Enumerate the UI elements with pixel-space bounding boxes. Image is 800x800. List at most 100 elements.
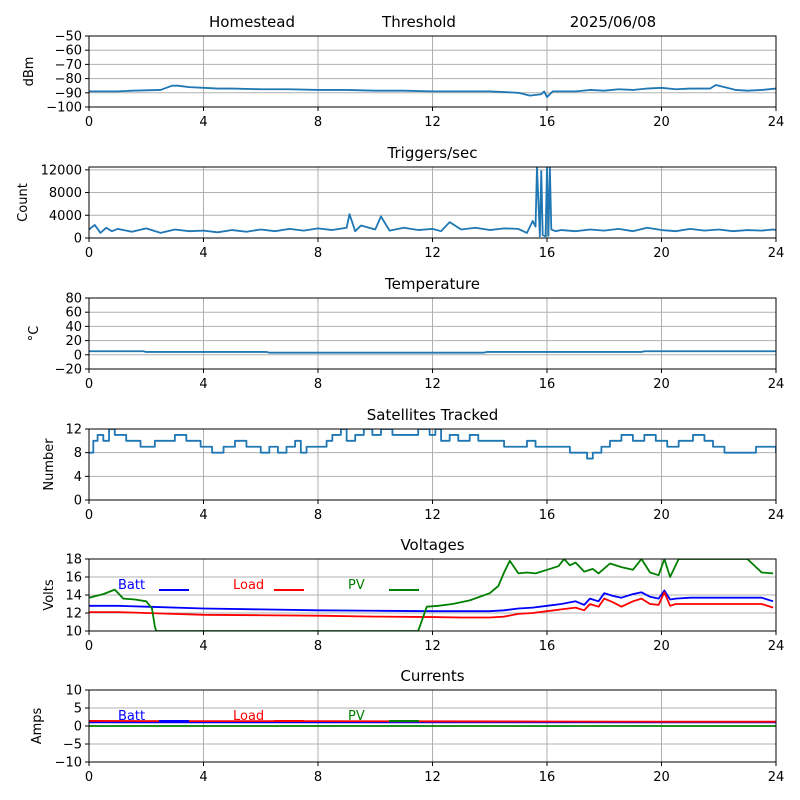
- y-axis-label: Volts: [42, 579, 57, 611]
- x-tick-label: 20: [653, 508, 670, 523]
- panel-currents: 0 4 8 12 16 20 24 −10 −5 0 5 10 Currents Amps Batt Load…: [30, 667, 784, 785]
- y-tick-label: 0: [74, 348, 82, 363]
- y-tick-label: 8: [74, 446, 82, 461]
- mode-name: Threshold: [381, 13, 456, 31]
- x-tick-label: 4: [199, 246, 207, 261]
- x-tick-label: 0: [85, 115, 93, 130]
- y-tick-label: −50: [55, 30, 82, 45]
- series-group: [89, 350, 776, 354]
- legend: Batt Load PV: [118, 578, 419, 593]
- legend: Batt Load PV: [118, 709, 419, 724]
- series-line-load: [89, 720, 776, 723]
- y-tick-label: −70: [55, 58, 82, 73]
- panel-title: Temperature: [384, 275, 480, 293]
- y-axis-label: Amps: [30, 707, 45, 744]
- x-tick-label: 12: [424, 246, 441, 261]
- x-tick-label: 8: [314, 770, 322, 785]
- panel-title: Triggers/sec: [387, 144, 478, 162]
- x-tick-label: 4: [199, 377, 207, 392]
- series-group: [89, 720, 776, 727]
- panel-threshold: 0 4 8 12 16 20 24 −100−90−80−70−60−50 dBm: [22, 30, 784, 131]
- y-tick-label: 4: [74, 470, 82, 485]
- x-tick-label: 0: [85, 246, 93, 261]
- series-line: [89, 167, 776, 238]
- x-tick-label: 4: [199, 639, 207, 654]
- series-group: [89, 429, 776, 460]
- y-tick-label: −20: [55, 363, 82, 378]
- y-tick-label: 12000: [41, 163, 82, 178]
- y-tick-label: 18: [65, 553, 82, 568]
- station-name: Homestead: [209, 13, 295, 31]
- x-tick-label: 24: [768, 246, 785, 261]
- x-tick-label: 24: [768, 115, 785, 130]
- y-axis-label: dBm: [22, 57, 37, 87]
- y-tick-label: 12: [65, 423, 82, 438]
- x-tick-label: 0: [85, 770, 93, 785]
- x-tick-label: 16: [539, 639, 556, 654]
- x-tick-label: 16: [539, 115, 556, 130]
- x-tick-label: 12: [424, 508, 441, 523]
- legend-label-load: Load: [233, 709, 264, 724]
- y-tick-label: 10: [65, 625, 82, 640]
- x-tick-label: 12: [424, 377, 441, 392]
- x-tick-label: 0: [85, 639, 93, 654]
- y-tick-label: 12: [65, 607, 82, 622]
- y-tick-label: −100: [46, 101, 82, 116]
- y-tick-label: 4000: [49, 209, 82, 224]
- y-tick-label: 10: [65, 684, 82, 699]
- x-tick-label: 16: [539, 770, 556, 785]
- y-tick-label: 8000: [49, 186, 82, 201]
- series-line-batt: [89, 589, 774, 613]
- legend-label-batt: Batt: [118, 709, 145, 724]
- x-tick-label: 24: [768, 508, 785, 523]
- y-tick-label: 16: [65, 571, 82, 586]
- legend-label-load: Load: [233, 578, 264, 593]
- y-tick-label: 0: [74, 232, 82, 247]
- x-tick-label: 24: [768, 377, 785, 392]
- y-tick-label: 80: [65, 292, 82, 307]
- x-tick-label: 16: [539, 246, 556, 261]
- y-tick-label: 0: [74, 494, 82, 509]
- x-tick-label: 0: [85, 377, 93, 392]
- x-tick-label: 4: [199, 508, 207, 523]
- x-tick-label: 8: [314, 639, 322, 654]
- y-axis-label: Count: [16, 183, 31, 222]
- y-tick-label: 14: [65, 589, 82, 604]
- panel-triggers: 0 4 8 12 16 20 24 0 4000 8000 12000 Triggers/sec Cou…: [16, 144, 784, 261]
- series-group: [89, 167, 776, 238]
- x-tick-label: 8: [314, 508, 322, 523]
- series-group: [89, 559, 774, 631]
- series-line-load: [89, 591, 774, 619]
- y-axis-label: °C: [27, 326, 42, 342]
- x-tick-label: 16: [539, 377, 556, 392]
- x-tick-label: 8: [314, 246, 322, 261]
- y-tick-label: −10: [55, 756, 82, 771]
- x-tick-label: 20: [653, 639, 670, 654]
- panel-voltages: 0 4 8 12 16 20 24 10 12 14 16 18 Voltages Volts Batt Lo…: [42, 536, 784, 654]
- legend-label-pv: PV: [348, 578, 365, 593]
- y-tick-label: 20: [65, 334, 82, 349]
- y-tick-label: 60: [65, 306, 82, 321]
- x-tick-label: 24: [768, 770, 785, 785]
- x-tick-label: 24: [768, 639, 785, 654]
- panel-satellites: 0 4 8 12 16 20 24 0 4 8 12 Satellites Tracked Number: [42, 406, 784, 523]
- x-tick-label: 4: [199, 770, 207, 785]
- x-tick-label: 8: [314, 377, 322, 392]
- x-tick-label: 12: [424, 639, 441, 654]
- panel-title: Satellites Tracked: [367, 406, 498, 424]
- y-tick-label: −5: [63, 738, 82, 753]
- y-axis-label: Number: [42, 438, 57, 491]
- panel-title: Currents: [400, 667, 464, 685]
- y-tick-label: 0: [74, 720, 82, 735]
- x-tick-label: 8: [314, 115, 322, 130]
- x-tick-label: 12: [424, 770, 441, 785]
- report-date: 2025/06/08: [570, 13, 656, 31]
- x-tick-label: 16: [539, 508, 556, 523]
- x-tick-label: 0: [85, 508, 93, 523]
- y-tick-label: 5: [74, 702, 82, 717]
- y-tick-label: −80: [55, 72, 82, 87]
